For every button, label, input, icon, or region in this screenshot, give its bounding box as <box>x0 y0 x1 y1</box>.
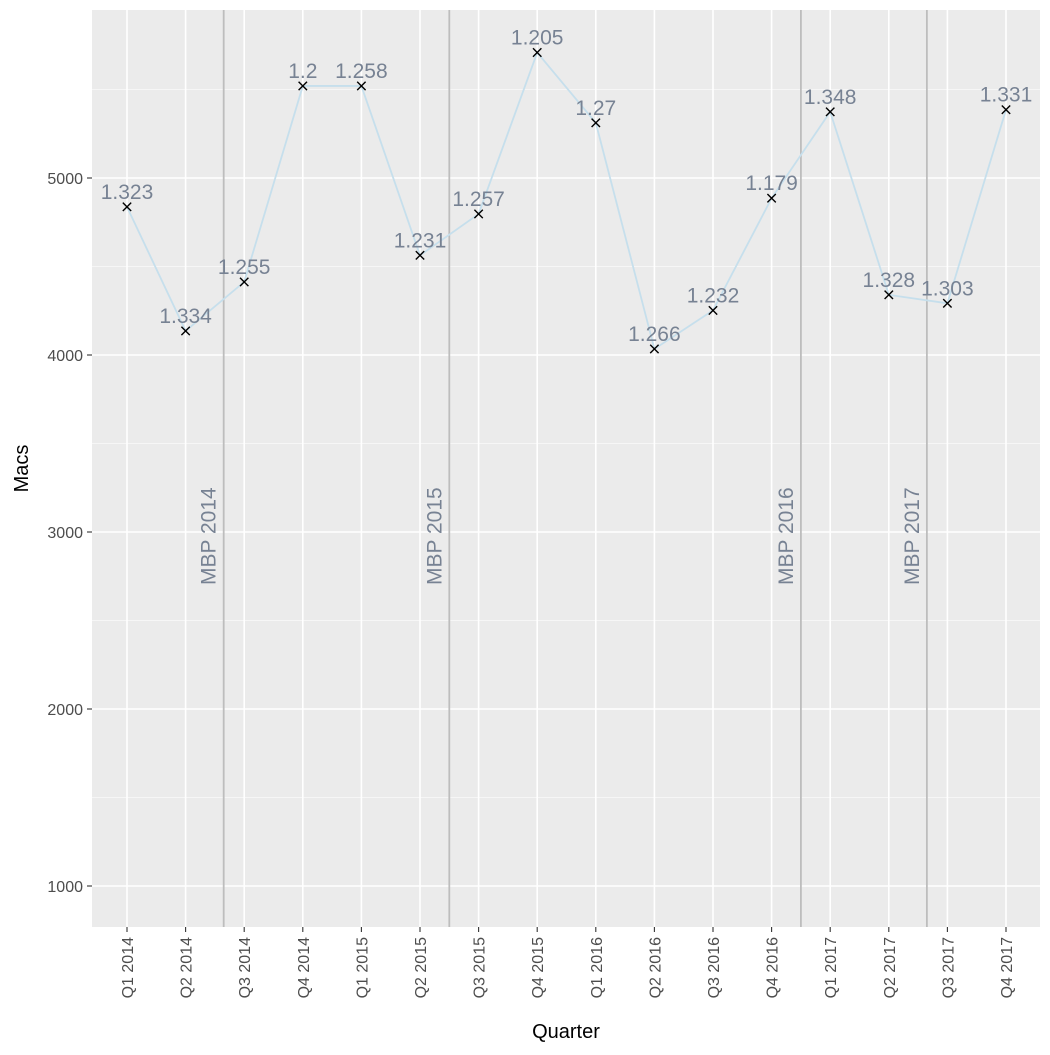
marker-stroke <box>122 202 132 212</box>
x-tick-label: Q2 2015 <box>413 937 430 998</box>
data-point <box>356 81 367 91</box>
marker-stroke <box>766 193 777 203</box>
marker-stroke <box>298 81 308 91</box>
data-label: 1.257 <box>452 188 505 211</box>
data-point <box>766 193 777 203</box>
data-label: 1.258 <box>335 60 388 83</box>
x-tick-label: Q1 2014 <box>120 937 137 998</box>
annotation-label: MBP 2017 <box>901 487 924 585</box>
data-point <box>298 81 308 91</box>
y-tick-label: 4000 <box>47 348 83 365</box>
data-label: 1.2 <box>288 60 317 83</box>
data-point <box>180 326 191 336</box>
data-point <box>884 290 894 300</box>
data-label: 1.331 <box>980 84 1033 107</box>
x-tick-label: Q3 2015 <box>472 937 489 998</box>
data-point <box>473 209 484 219</box>
data-label: 1.303 <box>921 277 974 300</box>
y-axis-title: Macs <box>11 445 33 493</box>
x-tick-label: Q2 2016 <box>647 937 664 998</box>
data-label: 1.328 <box>863 269 916 292</box>
x-tick-label: Q4 2017 <box>999 937 1016 998</box>
data-label: 1.232 <box>687 284 740 307</box>
y-tick-label: 3000 <box>47 525 83 542</box>
marker-stroke <box>415 250 425 261</box>
data-label: 1.323 <box>101 181 154 204</box>
x-tick-label: Q2 2017 <box>882 937 899 998</box>
x-tick-label: Q1 2017 <box>823 937 840 998</box>
annotation-label: MBP 2016 <box>775 487 798 585</box>
data-point <box>942 298 953 309</box>
data-point <box>825 107 835 117</box>
data-point <box>649 344 660 354</box>
series-line <box>126 50 1007 351</box>
marker-stroke <box>649 344 660 354</box>
data-label: 1.231 <box>394 229 447 252</box>
annotation-label: MBP 2014 <box>198 487 221 585</box>
x-tick-label: Q3 2016 <box>706 937 723 998</box>
data-point <box>708 305 718 316</box>
marker-stroke <box>473 209 484 219</box>
marker-stroke <box>1001 104 1011 115</box>
marker-stroke <box>532 47 542 58</box>
x-tick-label: Q4 2014 <box>296 937 313 998</box>
x-tick-label: Q3 2014 <box>237 937 254 998</box>
data-label: 1.348 <box>804 86 857 109</box>
marker-stroke <box>180 326 191 336</box>
x-axis-title: Quarter <box>532 1021 600 1043</box>
marker-stroke <box>708 305 718 316</box>
x-tick-label: Q4 2016 <box>765 937 782 998</box>
marker-stroke <box>239 277 249 287</box>
plot-panel <box>92 10 1040 927</box>
y-tick-label: 5000 <box>47 171 83 188</box>
marker-stroke <box>942 298 953 309</box>
data-label: 1.179 <box>745 172 798 195</box>
data-point <box>591 118 601 128</box>
marker-stroke <box>591 118 601 128</box>
x-tick-label: Q1 2016 <box>589 937 606 998</box>
marker-stroke <box>884 290 894 300</box>
data-point <box>239 277 249 287</box>
marker-stroke <box>356 81 367 91</box>
marker-stroke <box>825 107 835 117</box>
x-tick-label: Q4 2015 <box>530 937 547 998</box>
data-label: 1.334 <box>159 305 212 328</box>
annotation-label: MBP 2015 <box>423 487 446 585</box>
data-point <box>1001 104 1011 115</box>
data-point <box>532 47 542 58</box>
y-tick-label: 1000 <box>47 879 83 896</box>
data-label: 1.255 <box>218 256 271 279</box>
y-tick-label: 2000 <box>47 702 83 719</box>
data-label: 1.266 <box>628 323 681 346</box>
data-label: 1.205 <box>511 27 564 50</box>
x-tick-label: Q3 2017 <box>940 937 957 998</box>
data-point <box>415 250 425 261</box>
data-point <box>122 202 132 212</box>
data-label: 1.27 <box>575 97 616 120</box>
x-tick-label: Q1 2015 <box>354 937 371 998</box>
x-tick-label: Q2 2014 <box>179 937 196 998</box>
